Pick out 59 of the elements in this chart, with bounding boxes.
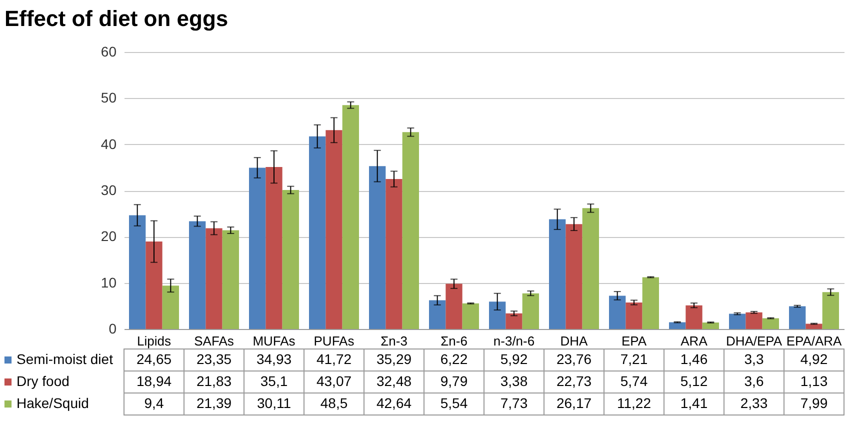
data-label: 7,73: [500, 395, 528, 411]
y-tick-label: 60: [100, 44, 117, 60]
x-tick-label: PUFAs: [314, 334, 355, 348]
data-label: 42,64: [376, 395, 412, 411]
data-label: 5,74: [620, 373, 648, 389]
x-tick-label: DHA: [560, 334, 588, 348]
data-label: 30,11: [257, 395, 292, 411]
data-label: 4,92: [800, 351, 828, 367]
data-label: 22,73: [556, 373, 592, 389]
x-tick-label: EPA/ARA: [786, 334, 842, 348]
data-label: 23,76: [556, 351, 592, 367]
y-tick-label: 50: [100, 90, 117, 106]
data-label: 3,38: [500, 373, 528, 389]
chart-title: Effect of diet on eggs: [4, 6, 228, 31]
y-tick-label: 0: [108, 320, 117, 336]
data-label: 35,1: [260, 373, 288, 389]
x-tick-label: n-3/n-6: [493, 334, 535, 348]
data-label: 2,33: [740, 395, 768, 411]
data-label: 3,3: [744, 351, 764, 367]
data-label: 1,13: [800, 373, 828, 389]
legend-label: Semi-moist diet: [16, 351, 114, 367]
data-label: 1,46: [680, 351, 708, 367]
x-tick-label: Σn-3: [380, 334, 408, 348]
data-label: 5,54: [440, 395, 468, 411]
legend-label: Dry food: [16, 373, 70, 389]
data-label: 7,99: [800, 395, 828, 411]
data-label: 21,83: [196, 373, 232, 389]
data-label: 34,93: [256, 351, 292, 367]
x-tick-label: Lipids: [137, 334, 172, 348]
x-tick-label: ARA: [680, 334, 708, 348]
data-label: 43,07: [316, 373, 352, 389]
data-label: 35,29: [376, 351, 412, 367]
y-tick-label: 30: [100, 182, 117, 198]
data-label: 5,92: [500, 351, 528, 367]
y-tick-label: 10: [100, 274, 117, 290]
data-label: 11,22: [617, 395, 652, 411]
data-label: 48,5: [320, 395, 348, 411]
x-tick-label: MUFAs: [252, 334, 296, 348]
data-label: 26,17: [556, 395, 592, 411]
legend-label: Hake/Squid: [16, 395, 89, 411]
x-tick-label: DHA/EPA: [726, 334, 782, 348]
data-label: 5,12: [680, 373, 708, 389]
x-tick-label: SAFAs: [194, 334, 234, 348]
data-label: 3,6: [744, 373, 764, 389]
data-label: 21,39: [196, 395, 232, 411]
data-label: 9,79: [440, 373, 468, 389]
data-label: 9,4: [144, 395, 164, 411]
x-tick-label: EPA: [621, 334, 647, 348]
data-label: 24,65: [136, 351, 172, 367]
data-label: 6,22: [440, 351, 468, 367]
y-tick-label: 20: [100, 228, 117, 244]
data-label: 41,72: [316, 351, 352, 367]
data-label: 1,41: [680, 395, 708, 411]
data-label: 32,48: [376, 373, 412, 389]
y-tick-label: 40: [100, 136, 117, 152]
data-label: 23,35: [196, 351, 232, 367]
data-label: 7,21: [620, 351, 648, 367]
data-label: 18,94: [136, 373, 172, 389]
x-tick-label: Σn-6: [440, 334, 468, 348]
